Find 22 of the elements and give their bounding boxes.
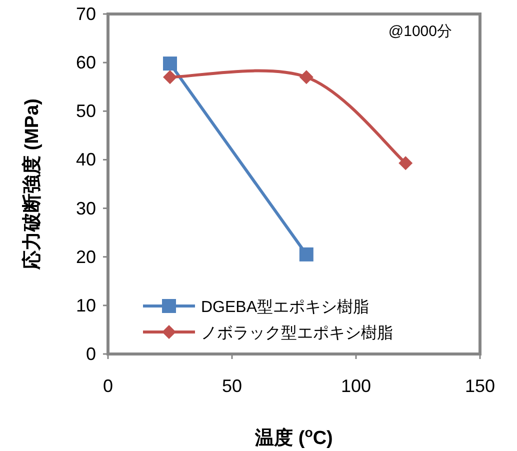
x-tick-label: 50 (222, 376, 242, 396)
x-tick-label: 150 (464, 376, 496, 396)
y-tick-label: 70 (76, 4, 96, 24)
y-tick-label: 10 (76, 295, 96, 316)
point (299, 70, 314, 84)
legend-label: DGEBA型エポキシ樹脂 (201, 298, 370, 316)
x-tick-label: 0 (102, 376, 114, 396)
legend-label: ノボラック型エポキシ樹脂 (201, 324, 393, 342)
y-tick-label: 50 (76, 101, 96, 122)
y-tick-label: 40 (76, 150, 96, 170)
point (163, 56, 177, 71)
x-axis-title: 温度 ($^{o}$C) (254, 424, 333, 449)
y-tick-label: 60 (76, 52, 96, 73)
y-axis-title: 応力破断強度 (MPa) (21, 98, 43, 270)
y-tick-label: 0 (86, 344, 96, 364)
y-tick-label: 20 (76, 246, 96, 267)
point (398, 156, 413, 170)
x-tick-label: 100 (340, 376, 372, 396)
annotation: @1000分 (388, 23, 452, 40)
point (163, 70, 177, 84)
y-tick-label: 30 (76, 198, 96, 218)
point (299, 247, 314, 262)
